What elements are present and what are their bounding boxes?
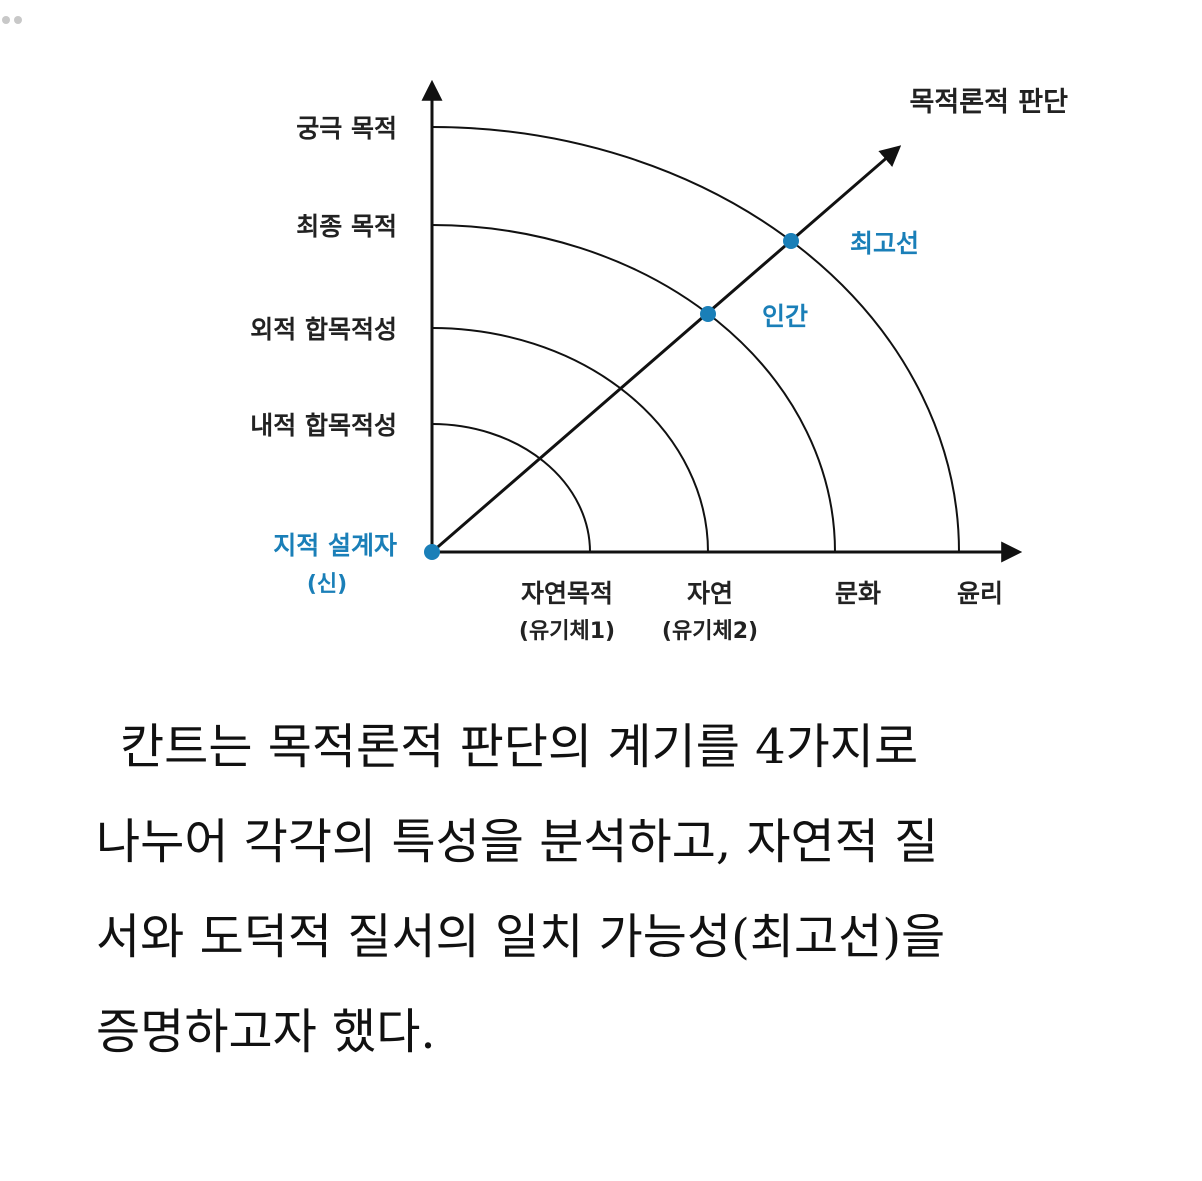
y-label-internal: 내적 합목적성 (250, 411, 397, 440)
point-highest-good (783, 233, 799, 249)
point-human (700, 306, 716, 322)
arc-external-purpose (431, 327, 709, 553)
window-dots (2, 16, 32, 26)
arc-ultimate-purpose (431, 126, 960, 553)
dot-icon (2, 16, 10, 24)
x-label-nature: 자연 (687, 579, 733, 608)
origin-label: 지적 설계자 (273, 531, 397, 560)
x-label-culture: 문화 (835, 579, 881, 608)
y-label-external: 외적 합목적성 (250, 315, 397, 344)
caption-line: 서와 도덕적 질서의 일치 가능성(최고선)을 (96, 909, 946, 965)
caption-line: 나누어 각각의 특성을 분석하고, 자연적 질 (96, 814, 939, 870)
x-sublabel-organism2: (유기체2) (662, 619, 758, 644)
origin-sublabel: (신) (307, 572, 347, 597)
origin-point (424, 544, 440, 560)
x-sublabel-organism1: (유기체1) (519, 619, 615, 644)
caption-line: 증명하고자 했다. (96, 1004, 436, 1060)
point-label-highest-good: 최고선 (850, 229, 919, 258)
y-label-final: 최종 목적 (296, 212, 397, 241)
y-label-ultimate: 궁극 목적 (296, 114, 397, 143)
arc-internal-purpose (431, 423, 591, 553)
diagonal-axis (431, 145, 902, 554)
purpose-arcs (431, 126, 960, 553)
point-label-human: 인간 (762, 302, 808, 331)
arc-final-purpose (431, 224, 836, 553)
teleology-diagram: 궁극 목적 최종 목적 외적 합목적성 내적 합목적성 지적 설계자 (신) 자… (250, 79, 1069, 644)
caption-line: 칸트는 목적론적 판단의 계기를 4가지로 (120, 719, 919, 775)
x-label-ethics: 윤리 (957, 579, 1003, 608)
x-label-natural-purpose: 자연목적 (521, 579, 613, 608)
dot-icon (14, 16, 22, 24)
diagonal-axis-label: 목적론적 판단 (910, 87, 1069, 118)
